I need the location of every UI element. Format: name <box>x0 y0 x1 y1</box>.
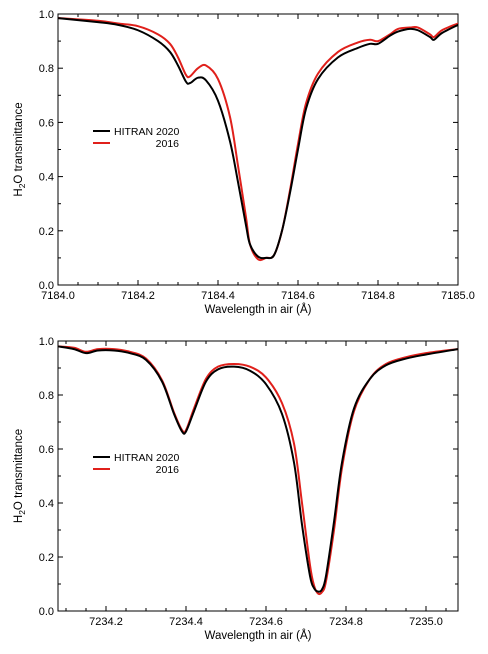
y-tick-label: 0.0 <box>39 606 54 618</box>
x-tick-label: 7234.4 <box>169 616 203 628</box>
y-axis-title-subscript: 2 <box>17 183 27 188</box>
y-axis-title-rest: O transmittance <box>13 429 25 510</box>
y-tick-label: 1.0 <box>39 9 54 21</box>
chart-panel-1: 7184.0 7184.2 7184.4 7184.6 7184.8 7185.0 0.0 0… <box>13 9 475 316</box>
y-axis-title-main: H <box>13 188 25 196</box>
x-axis-title: Wavelength in air (Å) <box>205 303 312 316</box>
y-tick-label: 0.8 <box>39 390 54 402</box>
y-axis-title: H2O transmittance <box>13 102 27 196</box>
x-tick-label: 7184.6 <box>281 290 315 302</box>
series-line-hitran-2020 <box>58 17 458 260</box>
x-tick-label: 7184.2 <box>121 290 155 302</box>
legend-label: 2016 <box>156 138 180 150</box>
y-axis-title-main: H <box>13 515 25 523</box>
y-tick-label: 0.4 <box>39 172 54 184</box>
x-tick-label: 7184.0 <box>41 290 75 302</box>
y-tick-label: 0.6 <box>39 444 54 456</box>
y-tick-label: 0.8 <box>39 63 54 75</box>
chart-panel-2: 7234.2 7234.4 7234.6 7234.8 7235.0 0.0 0.2 0.4 0… <box>13 336 459 642</box>
legend-label: HITRAN 2020 <box>114 126 180 138</box>
x-tick-label: 7234.2 <box>89 616 123 628</box>
y-tick-label: 0.2 <box>39 226 54 238</box>
x-tick-label: 7234.6 <box>249 616 283 628</box>
series-line-2016 <box>58 345 458 596</box>
y-axis-title-subscript: 2 <box>17 510 27 515</box>
x-tick-label: 7235.0 <box>409 616 443 628</box>
x-tick-label: 7185.0 <box>441 290 475 302</box>
y-tick-label: 0.2 <box>39 552 54 564</box>
plot-frame <box>57 13 459 286</box>
y-tick-label: 0.4 <box>39 498 54 510</box>
series-line-hitran-2020 <box>58 345 458 593</box>
y-tick-label: 1.0 <box>39 336 54 348</box>
series-line-2016 <box>58 17 458 262</box>
y-tick-label: 0.0 <box>39 280 54 292</box>
x-tick-label: 7184.4 <box>201 290 235 302</box>
x-tick-label: 7234.8 <box>329 616 363 628</box>
y-axis-title-rest: O transmittance <box>13 102 25 183</box>
legend-label: 2016 <box>156 464 180 476</box>
x-axis-title: Wavelength in air (Å) <box>205 629 312 642</box>
y-tick-label: 0.6 <box>39 117 54 129</box>
y-axis-title: H2O transmittance <box>13 429 27 523</box>
x-tick-label: 7184.8 <box>361 290 395 302</box>
legend-label: HITRAN 2020 <box>114 452 180 464</box>
plot-frame <box>57 340 459 612</box>
